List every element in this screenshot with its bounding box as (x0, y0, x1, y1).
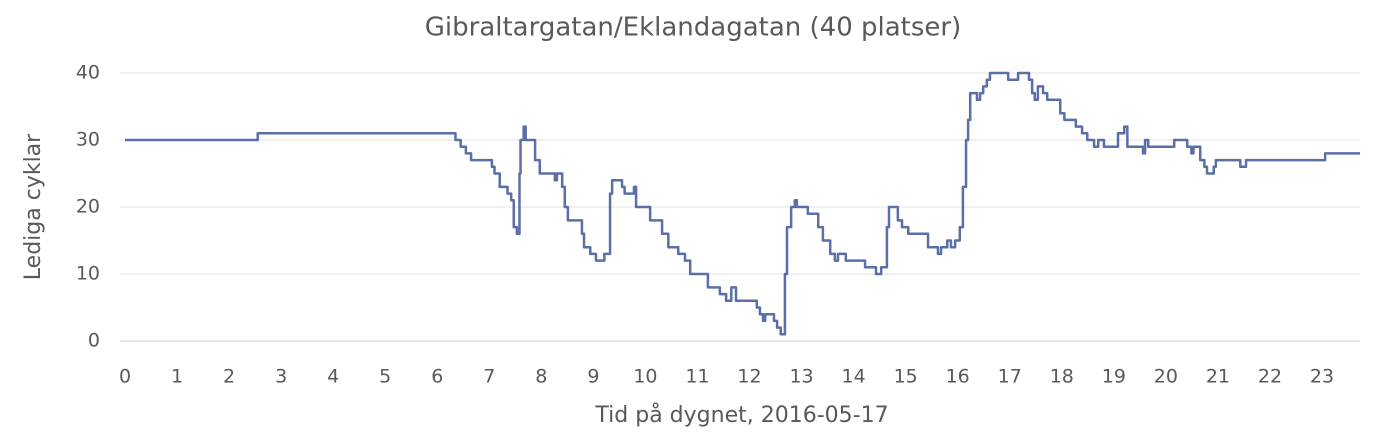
x-tick-label: 11 (685, 366, 709, 388)
x-tick-label: 0 (119, 366, 131, 388)
x-tick-label: 8 (535, 366, 547, 388)
data-line (125, 71, 1360, 336)
x-tick-label: 15 (894, 366, 918, 388)
chart-title: Gibraltargatan/Eklandagatan (40 platser) (425, 13, 961, 43)
x-tick-label: 16 (946, 366, 970, 388)
y-tick-label: 20 (76, 196, 100, 218)
x-tick-label: 7 (483, 366, 495, 388)
y-axis-title: Lediga cyklar (21, 133, 46, 280)
x-tick-label: 23 (1310, 366, 1334, 388)
x-tick-label: 22 (1258, 366, 1282, 388)
x-tick-label: 10 (633, 366, 657, 388)
x-tick-label: 17 (998, 366, 1022, 388)
x-tick-label: 3 (275, 366, 287, 388)
x-tick-label: 18 (1050, 366, 1074, 388)
x-tick-label: 6 (431, 366, 443, 388)
x-tick-label: 21 (1206, 366, 1230, 388)
x-tick-label: 4 (327, 366, 339, 388)
x-tick-label: 9 (587, 366, 599, 388)
y-tick-label: 40 (76, 62, 100, 84)
y-tick-label: 0 (88, 330, 100, 352)
y-tick-label: 30 (76, 129, 100, 151)
x-tick-label: 19 (1102, 366, 1126, 388)
x-tick-label: 14 (842, 366, 866, 388)
y-tick-label: 10 (76, 263, 100, 285)
x-tick-label: 13 (789, 366, 813, 388)
x-tick-label: 2 (223, 366, 235, 388)
x-tick-label: 12 (737, 366, 761, 388)
x-tick-label: 20 (1154, 366, 1178, 388)
x-tick-label: 5 (379, 366, 391, 388)
x-axis-title: Tid på dygnet, 2016-05-17 (594, 402, 888, 428)
x-tick-label: 1 (171, 366, 183, 388)
